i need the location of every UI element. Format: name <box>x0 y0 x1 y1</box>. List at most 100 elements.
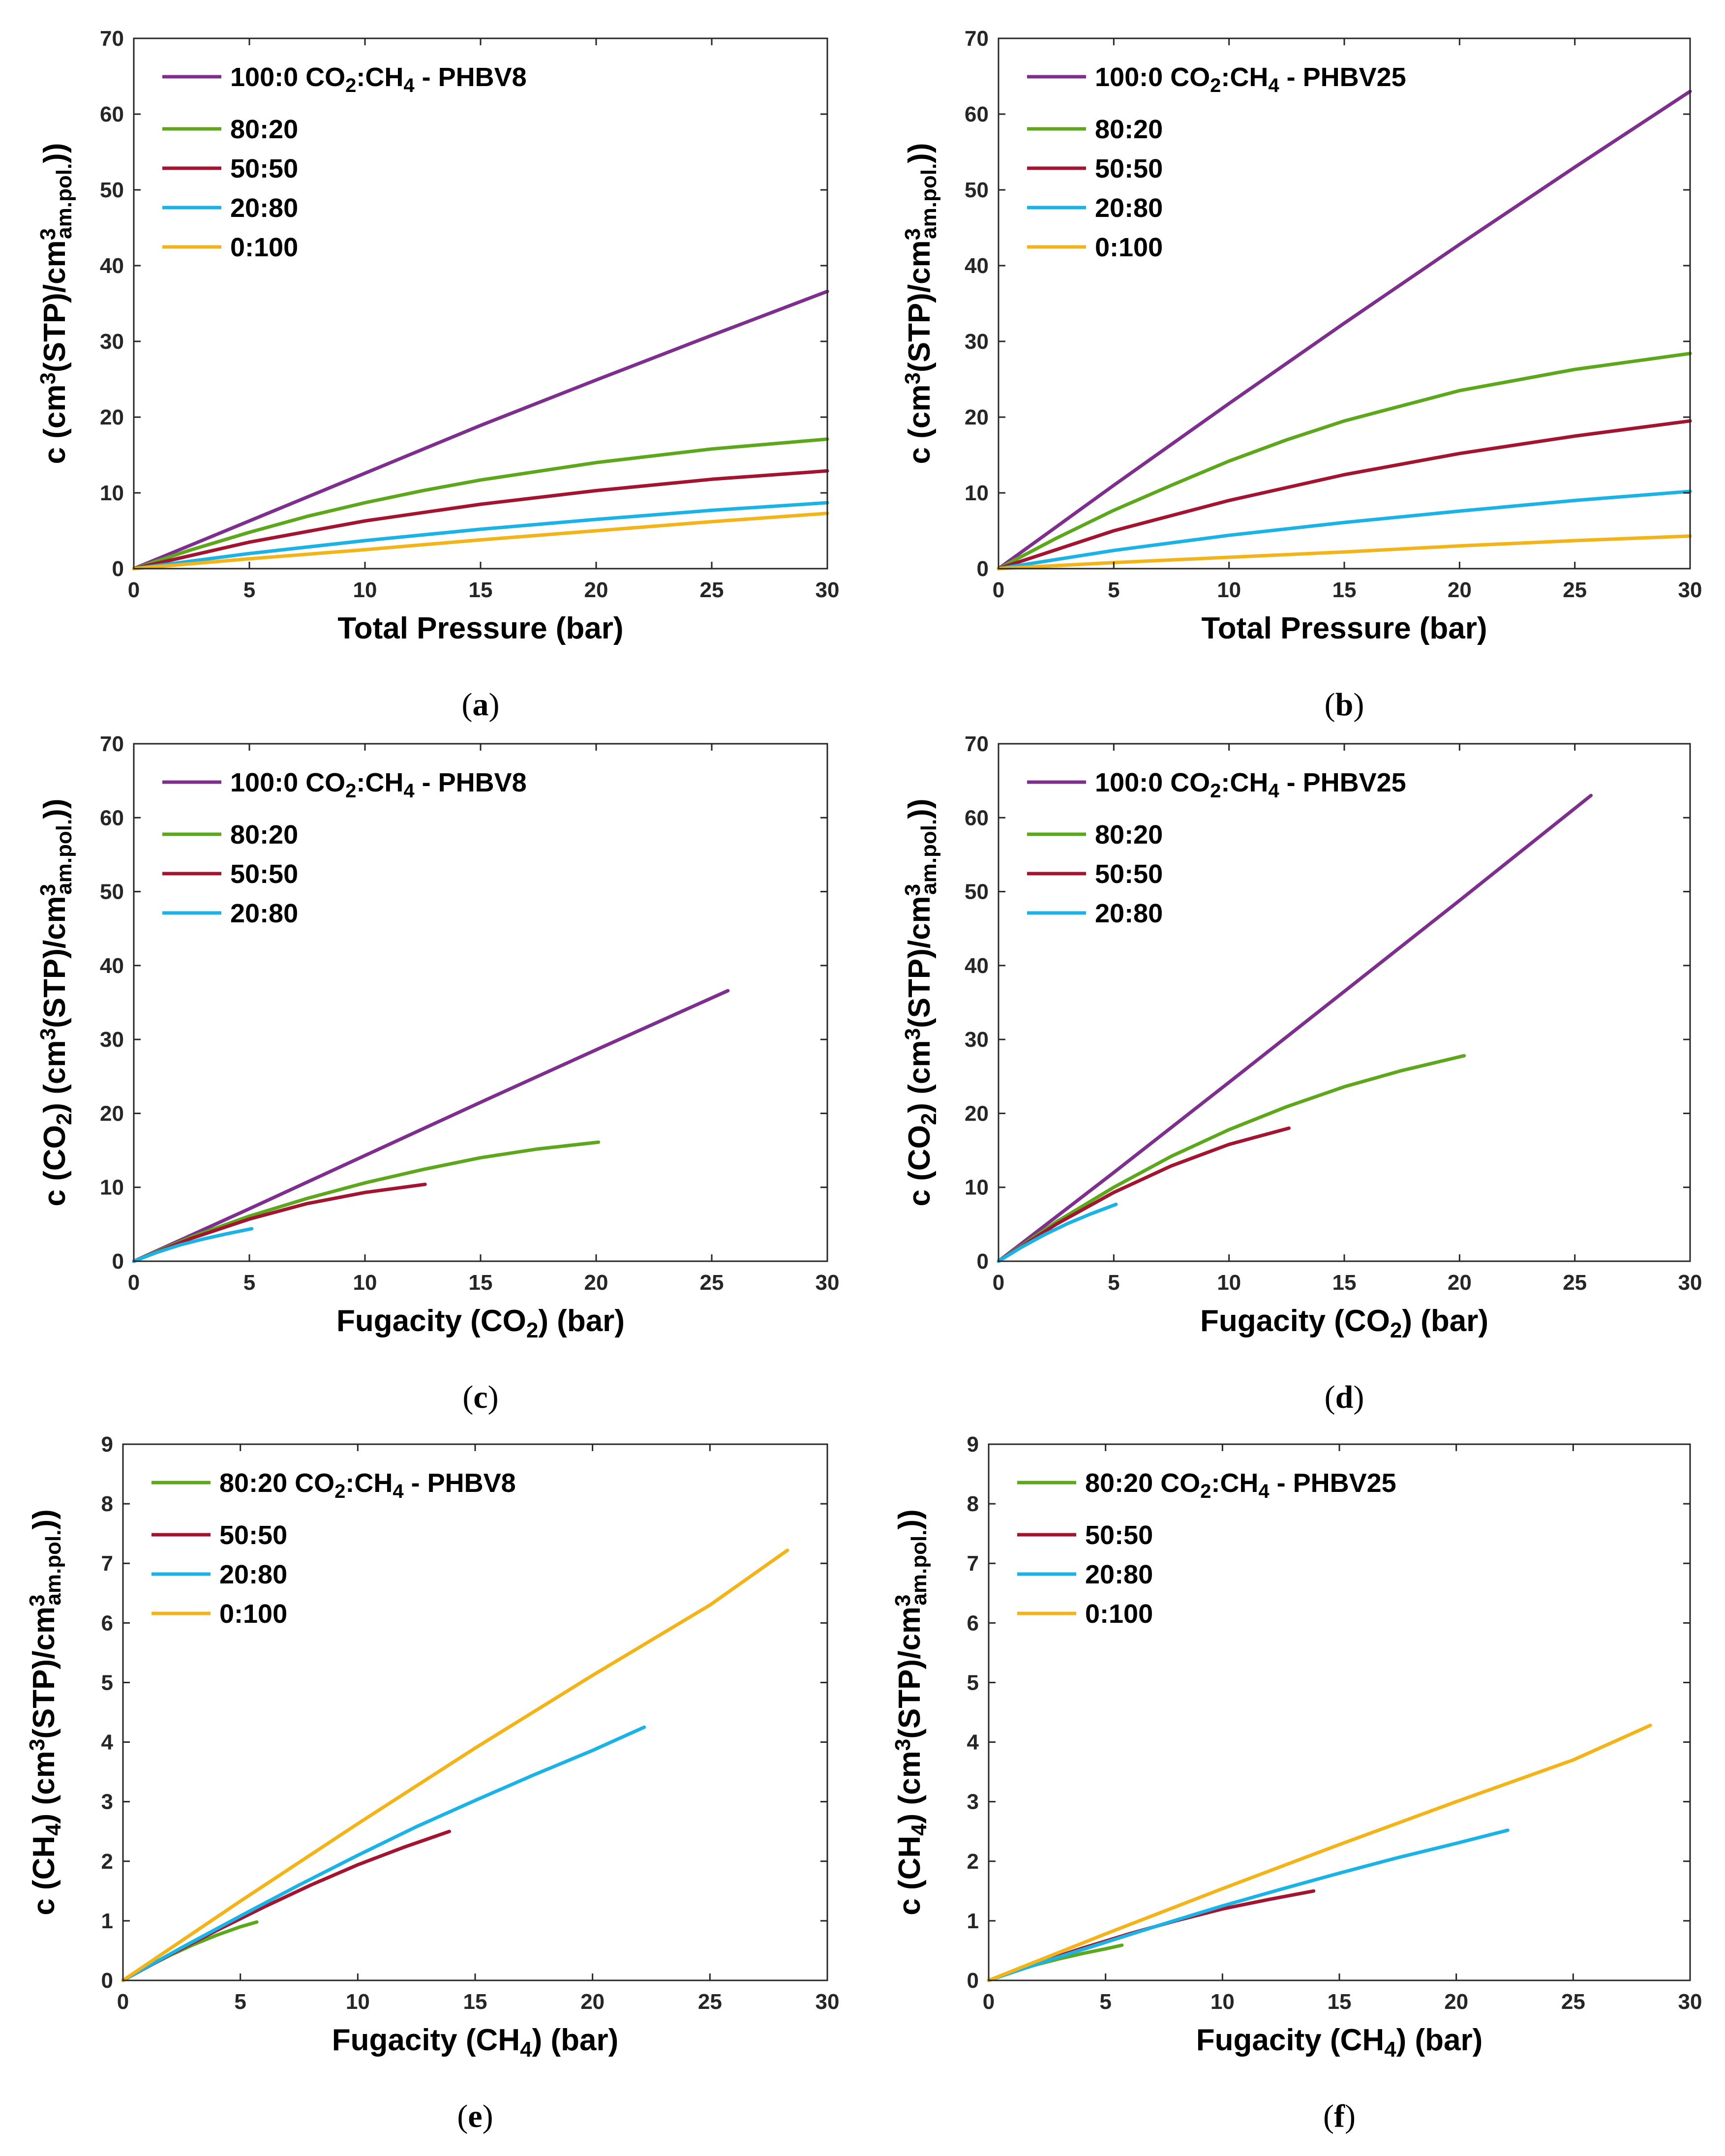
x-tick-label: 10 <box>346 1990 370 2014</box>
x-tick-label: 25 <box>700 1271 724 1295</box>
x-tick-label: 0 <box>983 1990 995 2014</box>
x-tick-label: 10 <box>353 1271 377 1295</box>
series-line-d-3 <box>997 1202 1118 1263</box>
legend-entry: 50:50 <box>1085 1520 1153 1550</box>
x-tick-label: 0 <box>993 578 1004 602</box>
y-tick-label: 40 <box>965 954 989 978</box>
series-line-b-3 <box>997 489 1692 571</box>
legend-entry: 100:0 CO2​:CH4​ - PHBV25 <box>1095 768 1406 802</box>
y-tick-label: 5 <box>101 1670 113 1695</box>
legend-entry: 80:20 CO2​:CH4​ - PHBV25 <box>1085 1468 1396 1502</box>
legend-entry: 50:50 <box>1095 154 1163 183</box>
y-tick-label: 50 <box>100 178 124 202</box>
x-tick-label: 5 <box>1108 578 1120 602</box>
series-line-e-3 <box>121 1549 789 1982</box>
legend-entry: 0:100 <box>230 233 298 262</box>
x-tick-label: 0 <box>128 578 140 602</box>
x-tick-label: 10 <box>353 578 377 602</box>
legend-entry: 20:80 <box>1095 899 1163 928</box>
x-tick-label: 30 <box>1678 1990 1702 2014</box>
y-tick-label: 70 <box>100 732 124 756</box>
x-tick-label: 15 <box>1332 1271 1357 1295</box>
legend-entry: 50:50 <box>230 154 298 183</box>
x-tick-label: 25 <box>700 578 724 602</box>
y-tick-label: 60 <box>100 102 124 126</box>
chart-panel-a: 0 5 10 15 20 25 30 0 10 20 30 40 50 60 70 Total Pressur… <box>36 27 839 723</box>
y-tick-label: 4 <box>967 1731 979 1755</box>
y-tick-label: 20 <box>100 1101 124 1125</box>
x-tick-label: 10 <box>1211 1990 1235 2014</box>
y-tick-label: 0 <box>977 557 989 581</box>
x-tick-label: 15 <box>469 578 493 602</box>
y-tick-label: 30 <box>100 1028 124 1052</box>
x-tick-label: 25 <box>1561 1990 1585 2014</box>
y-axis-label: c (cm3​(STP)/cm3am.pol.)) <box>36 143 76 464</box>
series-line-f-3 <box>987 1724 1652 1982</box>
x-tick-label: 30 <box>816 1271 840 1295</box>
x-axis-label: Total Pressure (bar) <box>337 611 623 645</box>
y-tick-label: 10 <box>100 481 124 505</box>
y-tick-label: 20 <box>965 405 989 429</box>
x-tick-label: 25 <box>1563 1271 1587 1295</box>
y-tick-label: 6 <box>101 1611 113 1635</box>
legend-entry: 80:20 <box>230 820 298 850</box>
series-line-b-2 <box>997 419 1692 571</box>
legend-entry: 50:50 <box>1095 859 1163 889</box>
series-line-c-3 <box>132 1227 254 1263</box>
y-tick-label: 10 <box>100 1176 124 1200</box>
legend-entry: 80:20 <box>1095 115 1163 144</box>
x-tick-label: 30 <box>1678 1271 1702 1295</box>
y-axis-label: c (CO2​) (cm3​(STP)/cm3am.pol.)) <box>901 798 941 1206</box>
y-tick-label: 0 <box>977 1249 989 1274</box>
y-tick-label: 0 <box>101 1969 113 1993</box>
legend-entry: 0:100 <box>219 1599 287 1629</box>
y-tick-label: 1 <box>101 1909 113 1933</box>
y-tick-label: 50 <box>965 880 989 904</box>
y-tick-label: 0 <box>967 1969 979 1993</box>
x-tick-label: 15 <box>1328 1990 1352 2014</box>
x-tick-label: 15 <box>1332 578 1357 602</box>
y-tick-label: 8 <box>101 1492 113 1516</box>
legend-entry: 50:50 <box>230 859 298 889</box>
y-tick-label: 30 <box>965 1028 989 1052</box>
series-line-b-1 <box>997 352 1692 571</box>
series-line-e-2 <box>121 1725 646 1982</box>
y-tick-label: 50 <box>100 880 124 904</box>
x-tick-label: 5 <box>1108 1271 1120 1295</box>
x-tick-label: 30 <box>1678 578 1702 602</box>
y-axis-label: c (CH4​) (cm3​(STP)/cm3am.pol.)) <box>25 1509 65 1915</box>
x-tick-label: 20 <box>580 1990 605 2014</box>
x-tick-label: 20 <box>584 1271 608 1295</box>
y-tick-label: 30 <box>100 330 124 354</box>
y-tick-label: 8 <box>967 1492 979 1516</box>
y-axis-label: c (CH4​) (cm3​(STP)/cm3am.pol.)) <box>891 1509 931 1915</box>
y-tick-label: 40 <box>100 254 124 278</box>
chart-panel-e: 0 5 10 15 20 25 30 0 1 2 3 4 5 6 7 8 9 Fugacity (CH4​) (b… <box>25 1432 839 2134</box>
legend-entry: 50:50 <box>219 1520 287 1550</box>
x-tick-label: 30 <box>816 578 840 602</box>
x-tick-label: 0 <box>993 1271 1004 1295</box>
y-tick-label: 0 <box>112 1249 124 1274</box>
y-tick-label: 3 <box>101 1790 113 1814</box>
y-axis-label: c (cm3​(STP)/cm3am.pol.)) <box>901 143 941 464</box>
y-tick-label: 40 <box>100 954 124 978</box>
y-tick-label: 20 <box>100 405 124 429</box>
y-tick-label: 70 <box>100 27 124 51</box>
panel-caption: (b) <box>1325 687 1364 723</box>
x-tick-label: 10 <box>1217 578 1241 602</box>
y-tick-label: 10 <box>965 1176 989 1200</box>
series-line-e-1 <box>121 1829 451 1982</box>
series-line-e-0 <box>121 1920 259 1982</box>
x-tick-label: 0 <box>117 1990 129 2014</box>
x-axis-label: Fugacity (CO2​) (bar) <box>1200 1304 1488 1342</box>
series-line-c-0 <box>132 989 730 1263</box>
chart-panel-c: 0 5 10 15 20 25 30 0 10 20 30 40 50 60 70 Fugacity (CO2… <box>36 732 839 1415</box>
y-tick-label: 70 <box>965 732 989 756</box>
y-tick-label: 5 <box>967 1670 979 1695</box>
panel-caption: (e) <box>457 2098 493 2134</box>
series-line-a-2 <box>132 469 829 571</box>
y-tick-label: 4 <box>101 1731 114 1755</box>
series-line-a-4 <box>132 512 829 571</box>
legend-entry: 100:0 CO2​:CH4​ - PHBV8 <box>230 62 527 96</box>
x-axis-label: Total Pressure (bar) <box>1201 611 1487 645</box>
